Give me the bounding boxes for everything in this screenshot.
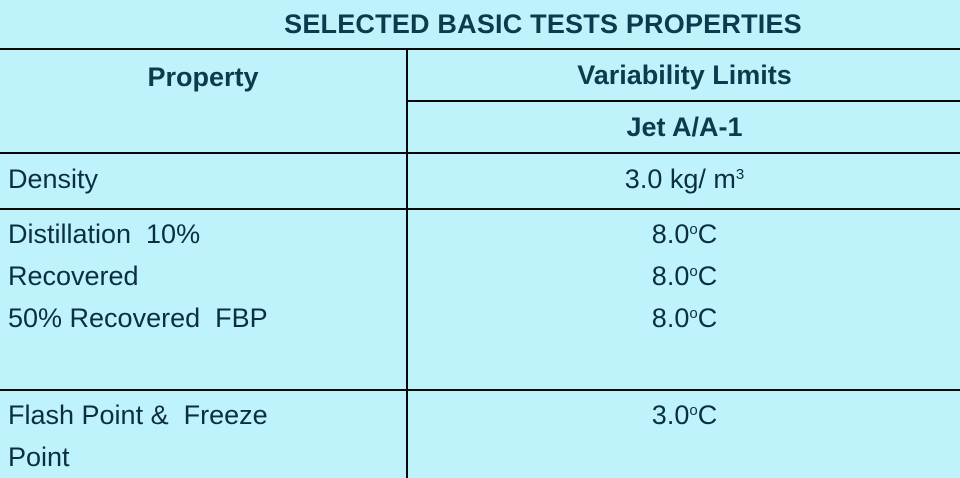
properties-table: Property Variability Limits Jet A/A-1 De…: [0, 48, 960, 478]
label-line: 50% Recovered FBP: [8, 303, 268, 333]
label-line: Density: [8, 164, 99, 194]
header-property: Property: [0, 48, 408, 154]
row-value-density: 3.0 kg/ m3: [406, 152, 960, 210]
row-label-density: Density: [0, 152, 408, 210]
table-row: Distillation 10% Recovered 50% Recovered…: [0, 208, 960, 391]
value-line: 3.0oC: [651, 400, 718, 430]
value-line: 3.0 kg/ m3: [624, 164, 745, 194]
value-line: 8.0oC: [651, 303, 718, 333]
row-label-flash-freeze: Flash Point & Freeze Point: [0, 389, 408, 478]
label-line: Recovered: [8, 261, 139, 291]
label-line: Distillation 10%: [8, 219, 201, 249]
header-fuel-type: Jet A/A-1: [406, 100, 960, 154]
table-title: SELECTED BASIC TESTS PROPERTIES: [284, 9, 802, 39]
value-line: 8.0oC: [651, 261, 718, 291]
row-label-distillation: Distillation 10% Recovered 50% Recovered…: [0, 208, 408, 391]
header-variability-limits: Variability Limits: [406, 48, 960, 102]
row-value-distillation: 8.0oC 8.0oC 8.0oC: [406, 208, 960, 391]
label-line: Point: [8, 442, 70, 472]
label-line: Flash Point & Freeze: [8, 400, 268, 430]
table-row: Flash Point & Freeze Point 3.0oC: [0, 389, 960, 478]
table-row: Density 3.0 kg/ m3: [0, 152, 960, 210]
value-line: 8.0oC: [651, 219, 718, 249]
row-value-flash-freeze: 3.0oC: [406, 389, 960, 478]
